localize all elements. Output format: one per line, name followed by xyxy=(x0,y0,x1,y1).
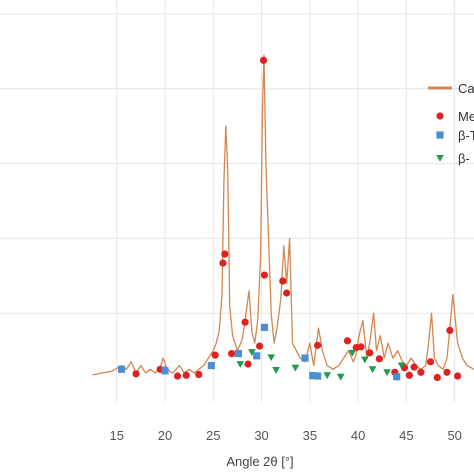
chart-grid xyxy=(0,0,474,402)
marker-triangle xyxy=(267,354,276,362)
x-axis-title: Angle 2θ [°] xyxy=(226,454,293,469)
marker-triangle xyxy=(361,356,369,364)
legend-circle-swatch xyxy=(436,112,444,120)
x-tick-label: 15 xyxy=(109,428,123,443)
marker-circle xyxy=(244,360,252,368)
marker-circle xyxy=(410,363,418,371)
legend-triangle-swatch xyxy=(436,155,444,162)
marker-circle xyxy=(433,373,441,382)
marker-circle xyxy=(453,372,462,380)
marker-circle xyxy=(426,358,435,366)
x-tick-label: 50 xyxy=(447,428,461,443)
marker-circle xyxy=(228,349,236,358)
marker-square xyxy=(309,372,317,380)
marker-square xyxy=(117,365,126,373)
marker-circle xyxy=(279,277,287,285)
x-tick-label: 30 xyxy=(254,428,268,443)
marker-square xyxy=(393,373,401,381)
marker-circle xyxy=(173,372,182,380)
marker-triangle xyxy=(272,367,280,374)
legend-label: β- xyxy=(458,151,470,166)
legend-label: Me xyxy=(458,109,474,124)
marker-circle xyxy=(443,368,451,376)
marker-circle xyxy=(343,337,352,345)
marker-circle xyxy=(313,341,322,349)
marker-triangle xyxy=(336,373,345,381)
marker-square xyxy=(313,372,322,380)
marker-square xyxy=(207,361,215,370)
marker-circle xyxy=(357,343,365,351)
marker-circle xyxy=(132,370,140,378)
marker-triangle xyxy=(397,362,406,370)
x-tick-label: 20 xyxy=(158,428,172,443)
marker-circle xyxy=(405,371,413,379)
marker-circle xyxy=(417,368,425,376)
legend-label: Ca xyxy=(458,81,474,96)
marker-circle xyxy=(260,271,269,279)
marker-triangle xyxy=(323,372,332,380)
marker-circle xyxy=(241,318,249,326)
plot-area xyxy=(92,54,474,376)
marker-circle xyxy=(195,370,203,379)
marker-triangle xyxy=(236,361,245,368)
marker-square xyxy=(260,323,269,332)
marker-circle xyxy=(221,250,229,258)
marker-triangle xyxy=(248,349,256,356)
marker-circle xyxy=(182,371,190,379)
marker-square xyxy=(161,367,169,375)
marker-layer xyxy=(117,56,462,382)
marker-circle xyxy=(283,289,291,297)
legend: Ca Me β-T β- xyxy=(428,81,474,166)
marker-circle xyxy=(366,349,374,357)
marker-triangle xyxy=(383,369,391,377)
marker-triangle xyxy=(368,366,377,374)
x-tick-label: 25 xyxy=(206,428,220,443)
marker-square xyxy=(234,349,242,358)
marker-circle xyxy=(446,326,454,335)
marker-circle xyxy=(219,259,227,267)
marker-square xyxy=(301,354,309,362)
legend-label: β-T xyxy=(458,128,474,143)
x-tick-label: 40 xyxy=(351,428,365,443)
marker-triangle xyxy=(291,364,300,372)
marker-circle xyxy=(375,355,383,363)
marker-circle xyxy=(259,56,268,64)
marker-circle xyxy=(211,351,219,359)
x-tick-label: 45 xyxy=(399,428,413,443)
x-tick-labels: 15 20 25 30 35 40 45 50 xyxy=(109,428,461,443)
marker-triangle xyxy=(348,349,357,357)
marker-square xyxy=(253,352,261,360)
legend-square-swatch xyxy=(436,131,444,139)
x-tick-label: 35 xyxy=(303,428,317,443)
marker-circle xyxy=(256,342,264,350)
xrd-pattern-line xyxy=(92,54,474,376)
